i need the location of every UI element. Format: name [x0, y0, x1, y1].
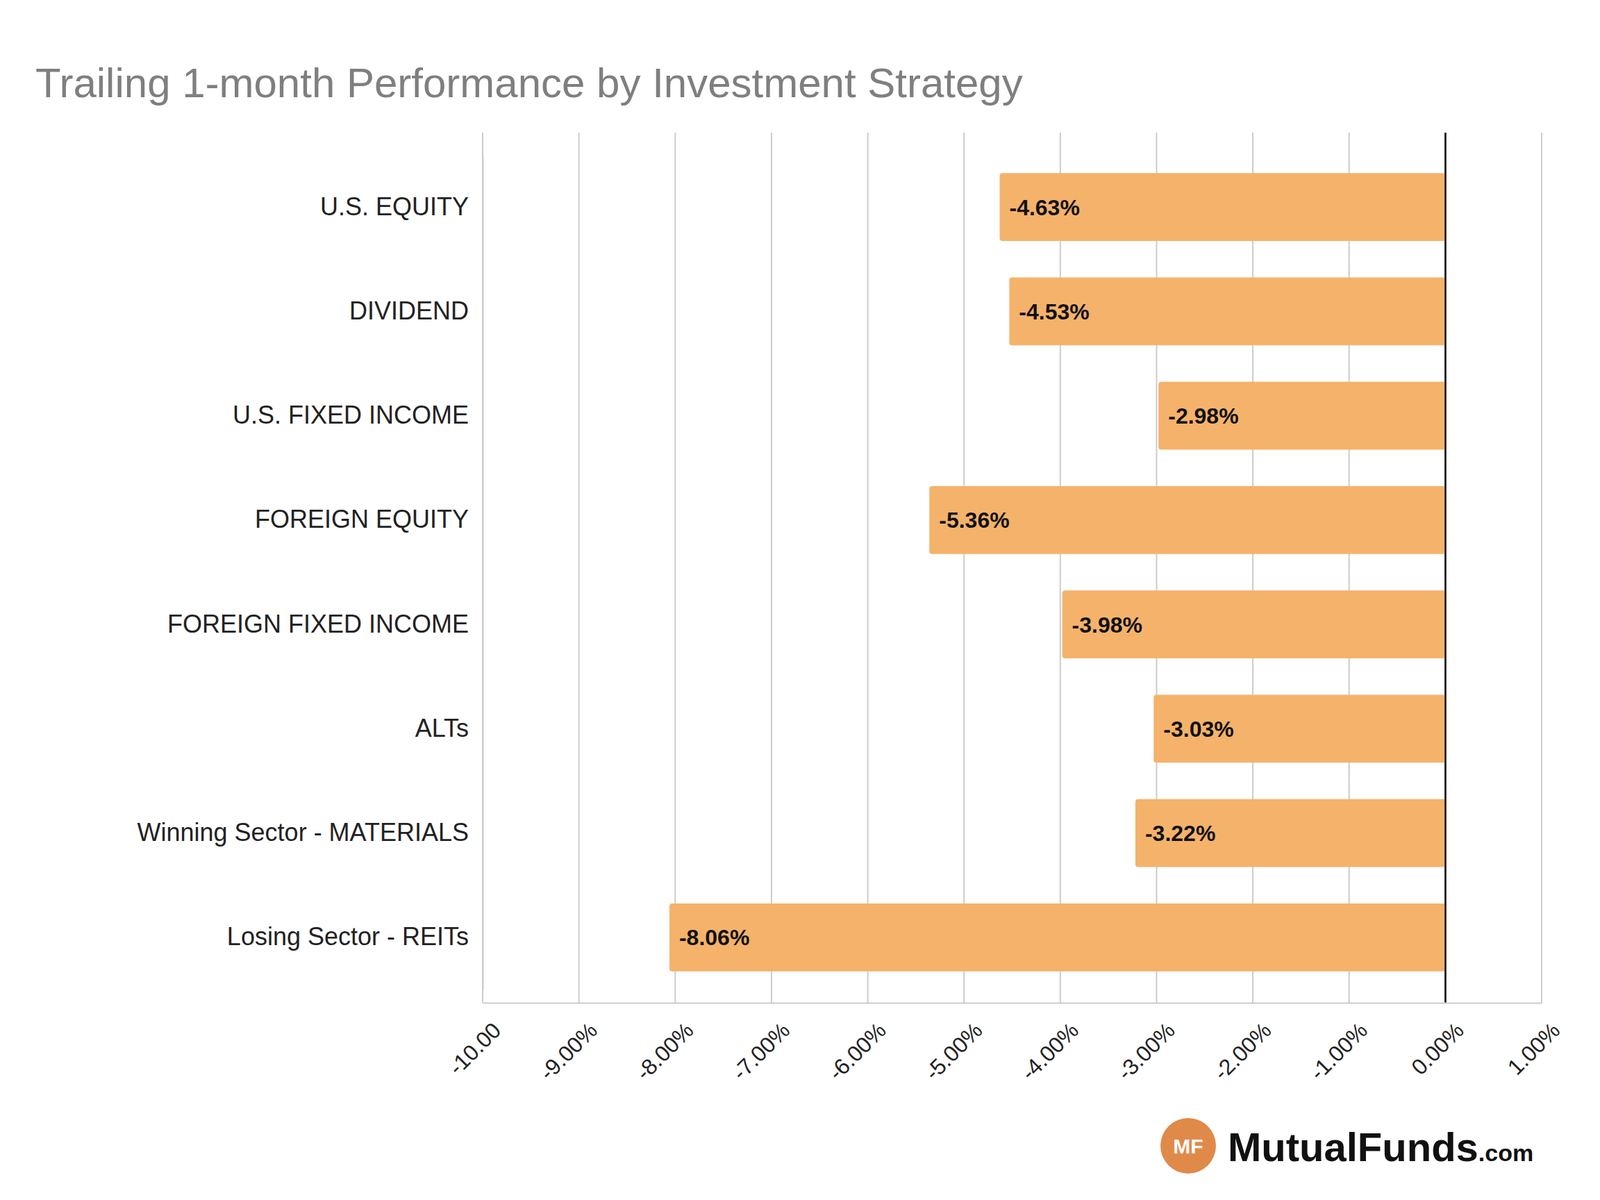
grid: [482, 132, 1542, 1003]
grid-line: [578, 132, 580, 1003]
grid-line: [1444, 132, 1447, 1003]
data-label: -3.22%: [1145, 820, 1216, 846]
x-tick-label: -8.00%: [630, 1017, 698, 1085]
x-tick-label: 0.00%: [1406, 1017, 1469, 1080]
logo: MF MutualFunds.com: [1160, 1118, 1534, 1174]
x-tick: -8.00%: [630, 1002, 698, 1086]
logo-circle: [1160, 1118, 1216, 1174]
x-tick: -1.00%: [1304, 1002, 1373, 1086]
x-axis-line: [483, 1002, 1543, 1005]
x-tick-label: -1.00%: [1304, 1017, 1373, 1085]
logo-text: MutualFunds.com: [1227, 1124, 1534, 1170]
y-tick: ALTs: [415, 713, 483, 743]
bar: [1009, 277, 1446, 346]
x-tick: -2.00%: [1208, 1002, 1276, 1086]
data-label: -4.63%: [1009, 195, 1080, 221]
category-label: DIVIDEND: [349, 296, 469, 325]
data-label: -5.36%: [938, 507, 1010, 533]
background: [0, 0, 1600, 1200]
grid-line: [481, 132, 484, 1003]
x-tick: -4.00%: [1015, 1002, 1084, 1086]
bar: [999, 172, 1446, 241]
y-tick: U.S. EQUITY: [320, 192, 483, 221]
x-tick-label: -6.00%: [823, 1017, 891, 1085]
y-tick: Winning Sector - MATERIALS: [137, 818, 483, 847]
category-label: U.S. EQUITY: [320, 192, 469, 221]
category-label: FOREIGN EQUITY: [254, 504, 469, 534]
data-label: -2.98%: [1168, 403, 1239, 429]
bar: [1158, 381, 1446, 450]
x-axis: -10.00 -9.00% -8.00% -7.00% -6.00% -5.00% -4.0…: [443, 1002, 1566, 1086]
x-tick-label: 1.00%: [1502, 1017, 1566, 1080]
x-tick-label: -9.00%: [534, 1017, 603, 1085]
bar: [1153, 695, 1446, 764]
y-axis: U.S. EQUITY DIVIDEND U.S. FIXED INCOME FORE…: [137, 155, 484, 991]
category-label: ALTs: [415, 713, 469, 743]
y-tick: Losing Sector - REITs: [227, 922, 483, 951]
grid-line: [1252, 132, 1254, 1003]
y-tick: FOREIGN EQUITY: [254, 504, 483, 534]
grid-line: [1155, 132, 1157, 1003]
x-tick: -10.00: [443, 1002, 507, 1080]
grid-line: [1059, 132, 1062, 1003]
data-label: -8.06%: [679, 925, 750, 950]
x-tick-label: -2.00%: [1208, 1017, 1276, 1085]
x-tick: -6.00%: [823, 1002, 891, 1086]
x-tick: -9.00%: [534, 1002, 603, 1086]
grid-line: [674, 132, 676, 1003]
x-tick: -5.00%: [919, 1002, 987, 1086]
data-labels: -4.63% -4.53% -2.98% -5.36% -3.98% -3.03% -3.2…: [679, 195, 1239, 951]
x-tick-label: -5.00%: [919, 1017, 987, 1085]
x-tick: 0.00%: [1406, 1002, 1469, 1080]
bar: [929, 486, 1446, 555]
x-tick-label: -10.00: [443, 1017, 507, 1080]
bars: [669, 172, 1446, 971]
data-label: -3.98%: [1072, 612, 1143, 638]
category-label: Losing Sector - REITs: [227, 922, 469, 951]
grid-line: [1540, 132, 1543, 1003]
grid-line: [770, 132, 773, 1003]
x-tick-label: -4.00%: [1015, 1017, 1084, 1085]
x-tick: -3.00%: [1112, 1002, 1180, 1086]
y-tick: FOREIGN FIXED INCOME: [167, 609, 483, 639]
category-label: FOREIGN FIXED INCOME: [167, 609, 469, 639]
x-tick-label: -3.00%: [1112, 1017, 1180, 1085]
chart-svg: Trailing 1-month Performance by Investme…: [0, 0, 1600, 1200]
logo-mark: MF: [1172, 1134, 1203, 1158]
grid-line: [963, 132, 965, 1003]
category-label: U.S. FIXED INCOME: [232, 400, 469, 430]
chart-container: Trailing 1-month Performance by Investme…: [0, 0, 1600, 1200]
x-tick: -7.00%: [727, 1002, 795, 1086]
category-label: Winning Sector - MATERIALS: [137, 818, 469, 847]
bar: [1062, 590, 1446, 659]
x-tick-label: -7.00%: [727, 1017, 795, 1085]
y-tick: U.S. FIXED INCOME: [232, 400, 483, 430]
data-label: -4.53%: [1018, 299, 1089, 325]
grid-line: [867, 132, 869, 1003]
y-axis-line: [482, 155, 485, 991]
y-tick: DIVIDEND: [349, 296, 483, 325]
grid-line: [1348, 132, 1350, 1003]
x-tick: 1.00%: [1502, 1002, 1566, 1080]
bar: [1135, 799, 1446, 868]
chart-title: Trailing 1-month Performance by Investme…: [35, 59, 1023, 107]
data-label: -3.03%: [1163, 716, 1234, 742]
zero-line: [1444, 132, 1447, 1003]
bar: [669, 903, 1446, 972]
